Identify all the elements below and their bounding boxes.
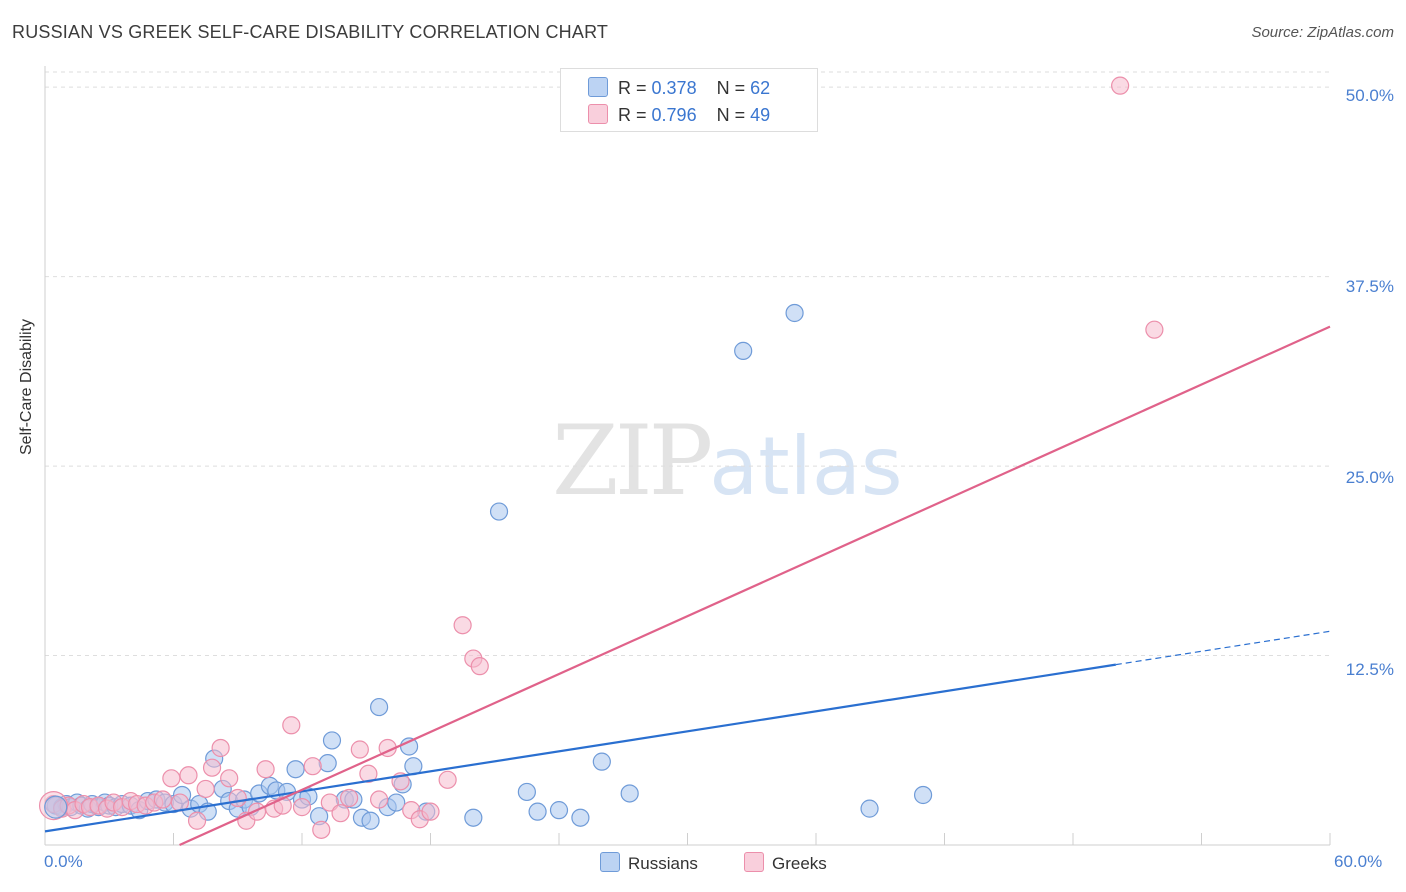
russians-point-53 [528,802,547,821]
greeks-point-20 [202,758,222,777]
stats-legend: R = 0.378 N = 62 R = 0.796 N = 49 [560,68,818,132]
greeks-point-19 [196,779,215,799]
chart-title: RUSSIAN VS GREEK SELF-CARE DISABILITY CO… [12,22,609,42]
russians-trend-extension [1115,630,1331,666]
y-tick-label-25: 25.0% [1345,468,1394,487]
greeks-n-value: 49 [750,105,771,125]
russians-point-52 [517,782,536,802]
russians-point-55 [571,808,590,827]
russians-r-label: R = [618,78,647,98]
greeks-point-36 [350,740,369,759]
greeks-point-22 [220,769,239,788]
greeks-point-43 [421,802,440,821]
greeks-point-31 [303,757,322,776]
greeks-point-14 [153,790,172,809]
greeks-point-47 [470,657,489,676]
greeks-point-38 [370,790,389,809]
russians-point-cluster [44,795,68,819]
russians-point-33 [286,760,305,779]
y-tick-label-50: 50.0% [1345,86,1394,105]
y-tick-label-37.5: 37.5% [1345,277,1394,296]
watermark-zip: ZIP [552,405,713,517]
greeks-point-44 [438,770,457,789]
russians-point-60 [860,799,879,818]
greeks-point-45 [453,616,472,635]
russians-point-43 [370,697,389,717]
greeks-legend-swatch [744,852,764,872]
russians-point-51 [489,502,509,521]
greeks-n-label: N = [716,105,746,125]
greeks-point-32 [312,820,331,839]
russians-point-38 [322,731,342,750]
greeks-r-label: R = [618,105,647,125]
russians-point-57 [620,784,639,803]
greeks-point-30 [292,798,312,817]
legend-row-greeks: R = 0.796 N = 49 [588,104,770,126]
russians-point-58 [734,341,753,360]
greeks-point-26 [256,760,275,779]
russians-point-37 [318,754,337,773]
russians-point-59 [785,303,804,323]
russians-point-45 [387,793,406,812]
x-tick-label-min: 0.0% [44,852,83,871]
greeks-point-29 [282,716,301,735]
series-legend-russians: Russians [600,852,698,874]
greeks-swatch [588,104,608,124]
greeks-point-21 [211,738,230,758]
russians-trend-line [44,663,1117,833]
x-tick-label-max: 60.0% [1334,852,1383,871]
greeks-point-15 [162,769,181,788]
greeks-point-37 [359,764,378,783]
russians-point-42 [361,811,380,830]
russians-point-56 [592,752,611,771]
russians-point-50 [464,808,483,827]
greeks-point-34 [331,804,350,823]
greeks-point-49 [1145,320,1164,339]
greeks-r-value: 0.796 [651,105,697,125]
russians-n-label: N = [716,78,746,98]
greeks-trend-line [179,325,1331,847]
greeks-legend-label: Greeks [772,854,827,873]
russians-legend-label: Russians [628,854,698,873]
russians-r-value: 0.378 [651,78,697,98]
greeks-point-17 [179,766,198,785]
greeks-point-48 [1111,76,1130,95]
russians-swatch [588,77,608,97]
greeks-point-35 [340,788,359,808]
russians-legend-swatch [600,852,620,872]
y-tick-label-12.5: 12.5% [1345,660,1394,679]
source-credit: Source: ZipAtlas.com [1251,24,1394,41]
greeks-point-18 [187,811,207,830]
y-axis-label: Self-Care Disability [18,318,35,455]
series-legend-greeks: Greeks [744,852,827,874]
russians-n-value: 62 [750,78,771,98]
greeks-point-23 [228,788,247,808]
russians-point-61 [913,785,933,805]
legend-row-russians: R = 0.378 N = 62 [588,77,770,99]
russians-point-54 [549,801,569,820]
